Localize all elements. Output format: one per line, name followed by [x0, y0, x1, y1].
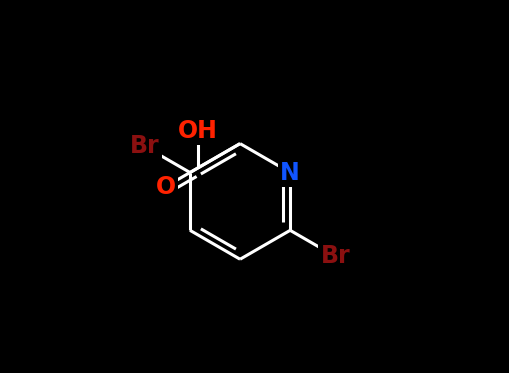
Text: O: O	[155, 175, 176, 198]
Text: N: N	[280, 160, 299, 185]
Text: OH: OH	[178, 119, 217, 142]
Text: Br: Br	[320, 244, 350, 269]
Text: Br: Br	[130, 134, 159, 159]
